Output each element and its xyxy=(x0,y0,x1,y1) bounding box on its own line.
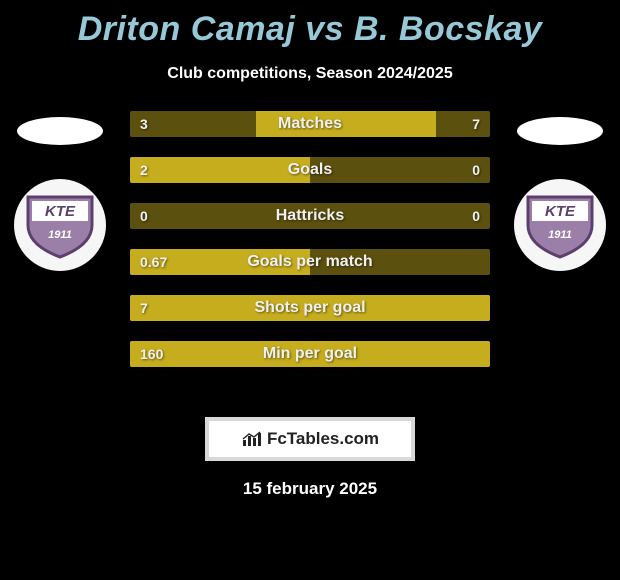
stat-bar: Goals2 0 xyxy=(130,157,490,183)
svg-text:KTE: KTE xyxy=(545,203,576,220)
stat-bar-value-right: 7 xyxy=(462,111,490,137)
flag-oval-left xyxy=(17,117,103,145)
stat-bar: Shots per goal7 xyxy=(130,295,490,321)
stat-bar-value-left: 0.67 xyxy=(130,249,177,275)
stat-bar-value-right xyxy=(470,295,490,321)
stat-bar-label: Goals xyxy=(130,157,490,183)
brand-text: FcTables.com xyxy=(267,429,379,449)
stat-bar-value-left: 0 xyxy=(130,203,158,229)
stat-bar-label: Shots per goal xyxy=(130,295,490,321)
flag-oval-right xyxy=(517,117,603,145)
stat-bar-label: Hattricks xyxy=(130,203,490,229)
club-badge-right: KTE 1911 xyxy=(514,179,606,271)
brand-chart-icon xyxy=(241,430,263,448)
stat-bar: Min per goal160 xyxy=(130,341,490,367)
stat-bars: Matches37Goals20Hattricks00Goals per mat… xyxy=(130,111,490,367)
stat-bar-value-right xyxy=(470,249,490,275)
svg-text:1911: 1911 xyxy=(548,229,572,241)
subtitle: Club competitions, Season 2024/2025 xyxy=(0,65,620,83)
stat-bar-value-left: 7 xyxy=(130,295,158,321)
right-player-col: KTE 1911 xyxy=(500,111,620,271)
stat-bar-label: Matches xyxy=(130,111,490,137)
left-player-col: KTE 1911 xyxy=(0,111,120,271)
stat-bar: Matches3 7 xyxy=(130,111,490,137)
stat-bar-label: Goals per match xyxy=(130,249,490,275)
stat-bar: Goals per match0.67 xyxy=(130,249,490,275)
stat-bar-label: Min per goal xyxy=(130,341,490,367)
stat-bar: Hattricks0 0 xyxy=(130,203,490,229)
stat-bar-value-left: 160 xyxy=(130,341,173,367)
stats-area: KTE 1911 KTE 1911 Matches37Goals20Hattri… xyxy=(0,111,620,401)
shield-icon: KTE 1911 xyxy=(524,191,596,259)
stat-bar-value-right: 0 xyxy=(462,157,490,183)
stat-bar-value-left: 3 xyxy=(130,111,158,137)
shield-icon: KTE 1911 xyxy=(24,191,96,259)
stat-bar-value-left: 2 xyxy=(130,157,158,183)
stat-bar-value-right xyxy=(470,341,490,367)
badge-text-top: KTE xyxy=(45,203,76,220)
brand-box[interactable]: FcTables.com xyxy=(205,417,415,461)
date-text: 15 february 2025 xyxy=(0,479,620,499)
club-badge-left: KTE 1911 xyxy=(14,179,106,271)
badge-text-year: 1911 xyxy=(48,229,72,241)
stat-bar-value-right: 0 xyxy=(462,203,490,229)
page-title: Driton Camaj vs B. Bocskay xyxy=(0,0,620,49)
